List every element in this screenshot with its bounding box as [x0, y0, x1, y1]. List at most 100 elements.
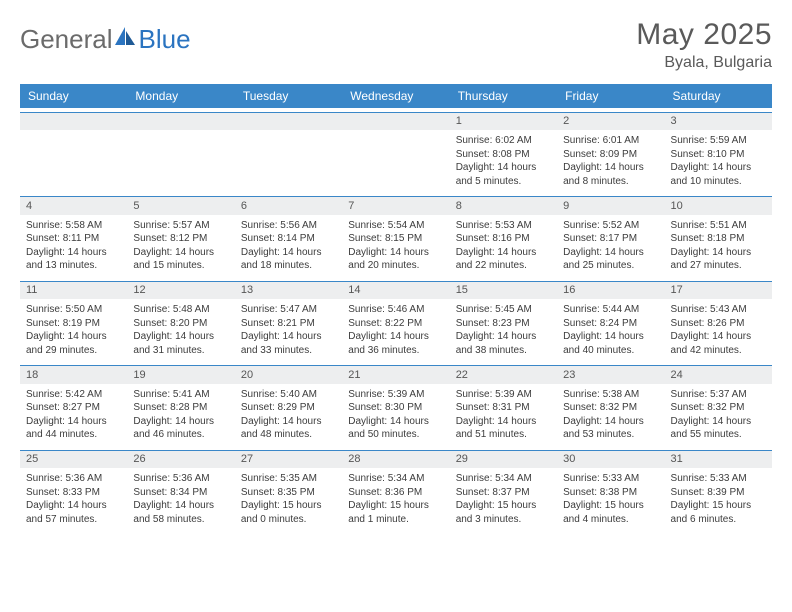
date-number: 30 — [557, 450, 664, 468]
sunrise-text: Sunrise: 5:50 AM — [26, 303, 121, 317]
daylight-text: Daylight: 14 hours — [671, 246, 766, 260]
empty-date — [127, 112, 234, 130]
day-cell: Sunrise: 5:42 AMSunset: 8:27 PMDaylight:… — [20, 384, 127, 451]
day-cell: Sunrise: 6:01 AMSunset: 8:09 PMDaylight:… — [557, 130, 664, 197]
sunset-text: Sunset: 8:22 PM — [348, 317, 443, 331]
date-number: 19 — [127, 366, 234, 384]
date-number: 23 — [557, 366, 664, 384]
date-number: 29 — [450, 450, 557, 468]
date-number: 20 — [235, 366, 342, 384]
empty-date — [20, 112, 127, 130]
daylight-text: Daylight: 14 hours — [133, 246, 228, 260]
day-cell: Sunrise: 5:37 AMSunset: 8:32 PMDaylight:… — [665, 384, 772, 451]
calendar-table: SundayMondayTuesdayWednesdayThursdayFrid… — [20, 84, 772, 534]
daylight-text: Daylight: 15 hours — [563, 499, 658, 513]
sunrise-text: Sunrise: 5:35 AM — [241, 472, 336, 486]
content-row: Sunrise: 6:02 AMSunset: 8:08 PMDaylight:… — [20, 130, 772, 197]
content-row: Sunrise: 5:42 AMSunset: 8:27 PM Daylight:… — [20, 384, 772, 451]
sunset-text: Sunset: 8:16 PM — [456, 232, 551, 246]
sunset-text: Sunset: 8:35 PM — [241, 486, 336, 500]
sunrise-text: Sunrise: 5:41 AM — [133, 388, 228, 402]
date-number: 26 — [127, 450, 234, 468]
sunrise-text: Sunrise: 5:47 AM — [241, 303, 336, 317]
content-row: Sunrise: 5:36 AMSunset: 8:33 PMDaylight:… — [20, 468, 772, 534]
sunset-text: Sunset: 8:12 PM — [133, 232, 228, 246]
daylight-text: and 10 minutes. — [671, 175, 766, 189]
date-number: 15 — [450, 281, 557, 299]
day-cell: Sunrise: 6:02 AMSunset: 8:08 PMDaylight:… — [450, 130, 557, 197]
daylight-text: Daylight: 14 hours — [241, 246, 336, 260]
day-cell: Sunrise: 5:33 AMSunset: 8:39 PMDaylight:… — [665, 468, 772, 534]
sunrise-text: Sunrise: 5:59 AM — [671, 134, 766, 148]
daylight-text: and 20 minutes. — [348, 259, 443, 273]
daylight-text: Daylight: 14 hours — [26, 330, 121, 344]
sunrise-text: Sunrise: 5:39 AM — [348, 388, 443, 402]
date-bar-row: 25262728293031 — [20, 450, 772, 468]
sunset-text: Sunset: 8:27 PM — [26, 401, 121, 415]
empty-date — [342, 112, 449, 130]
day-cell: Sunrise: 5:39 AMSunset: 8:31 PMDaylight:… — [450, 384, 557, 451]
date-number: 5 — [127, 197, 234, 215]
sunset-text: Sunset: 8:17 PM — [563, 232, 658, 246]
daylight-text: Daylight: 15 hours — [241, 499, 336, 513]
sunset-text: Sunset: 8:37 PM — [456, 486, 551, 500]
sunrise-text: Sunrise: 5:37 AM — [671, 388, 766, 402]
daylight-text: Daylight: 14 hours — [456, 415, 551, 429]
daylight-text: Daylight: 14 hours — [241, 330, 336, 344]
daylight-text: and 27 minutes. — [671, 259, 766, 273]
sunrise-text: Sunrise: 5:42 AM — [26, 388, 121, 402]
day-cell: Sunrise: 5:43 AMSunset: 8:26 PMDaylight:… — [665, 299, 772, 366]
daylight-text: Daylight: 14 hours — [133, 330, 228, 344]
weekday-header: Tuesday — [235, 84, 342, 108]
sunset-text: Sunset: 8:10 PM — [671, 148, 766, 162]
month-title: May 2025 — [636, 18, 772, 52]
date-bar-row: 11121314151617 — [20, 281, 772, 299]
day-cell: Sunrise: 5:53 AMSunset: 8:16 PMDaylight:… — [450, 215, 557, 282]
daylight-text: and 4 minutes. — [563, 513, 658, 527]
day-cell: Sunrise: 5:51 AMSunset: 8:18 PMDaylight:… — [665, 215, 772, 282]
sunset-text: Sunset: 8:30 PM — [348, 401, 443, 415]
date-number: 7 — [342, 197, 449, 215]
day-cell: Sunrise: 5:58 AMSunset: 8:11 PMDaylight:… — [20, 215, 127, 282]
sunset-text: Sunset: 8:29 PM — [241, 401, 336, 415]
sunrise-text: Sunrise: 5:44 AM — [563, 303, 658, 317]
sunset-text: Sunset: 8:23 PM — [456, 317, 551, 331]
day-cell: Sunrise: 5:39 AMSunset: 8:30 PMDaylight:… — [342, 384, 449, 451]
daylight-text: and 48 minutes. — [241, 428, 336, 442]
sunrise-text: Sunrise: 5:36 AM — [26, 472, 121, 486]
date-number: 18 — [20, 366, 127, 384]
daylight-text: and 22 minutes. — [456, 259, 551, 273]
daylight-text: and 0 minutes. — [241, 513, 336, 527]
daylight-text: Daylight: 15 hours — [456, 499, 551, 513]
daylight-text: and 40 minutes. — [563, 344, 658, 358]
daylight-text: Daylight: 14 hours — [671, 161, 766, 175]
date-number: 28 — [342, 450, 449, 468]
empty-cell — [127, 130, 234, 197]
sunset-text: Sunset: 8:33 PM — [26, 486, 121, 500]
empty-cell — [20, 130, 127, 197]
sunset-text: Sunset: 8:36 PM — [348, 486, 443, 500]
brand-logo: General Blue — [20, 24, 191, 55]
daylight-text: Daylight: 14 hours — [563, 415, 658, 429]
day-cell: Sunrise: 5:57 AMSunset: 8:12 PMDaylight:… — [127, 215, 234, 282]
sunrise-text: Sunrise: 5:54 AM — [348, 219, 443, 233]
daylight-text: Daylight: 14 hours — [133, 499, 228, 513]
daylight-text: and 46 minutes. — [133, 428, 228, 442]
empty-cell — [342, 130, 449, 197]
daylight-text: and 42 minutes. — [671, 344, 766, 358]
sunrise-text: Sunrise: 5:53 AM — [456, 219, 551, 233]
sunset-text: Sunset: 8:38 PM — [563, 486, 658, 500]
sunset-text: Sunset: 8:18 PM — [671, 232, 766, 246]
daylight-text: Daylight: 14 hours — [563, 161, 658, 175]
day-cell: Sunrise: 5:52 AMSunset: 8:17 PMDaylight:… — [557, 215, 664, 282]
sunrise-text: Sunrise: 5:36 AM — [133, 472, 228, 486]
daylight-text: and 33 minutes. — [241, 344, 336, 358]
sunset-text: Sunset: 8:15 PM — [348, 232, 443, 246]
daylight-text: Daylight: 14 hours — [456, 246, 551, 260]
sunrise-text: Sunrise: 5:33 AM — [671, 472, 766, 486]
daylight-text: and 8 minutes. — [563, 175, 658, 189]
date-number: 16 — [557, 281, 664, 299]
weekday-header: Wednesday — [342, 84, 449, 108]
daylight-text: and 29 minutes. — [26, 344, 121, 358]
sunset-text: Sunset: 8:26 PM — [671, 317, 766, 331]
